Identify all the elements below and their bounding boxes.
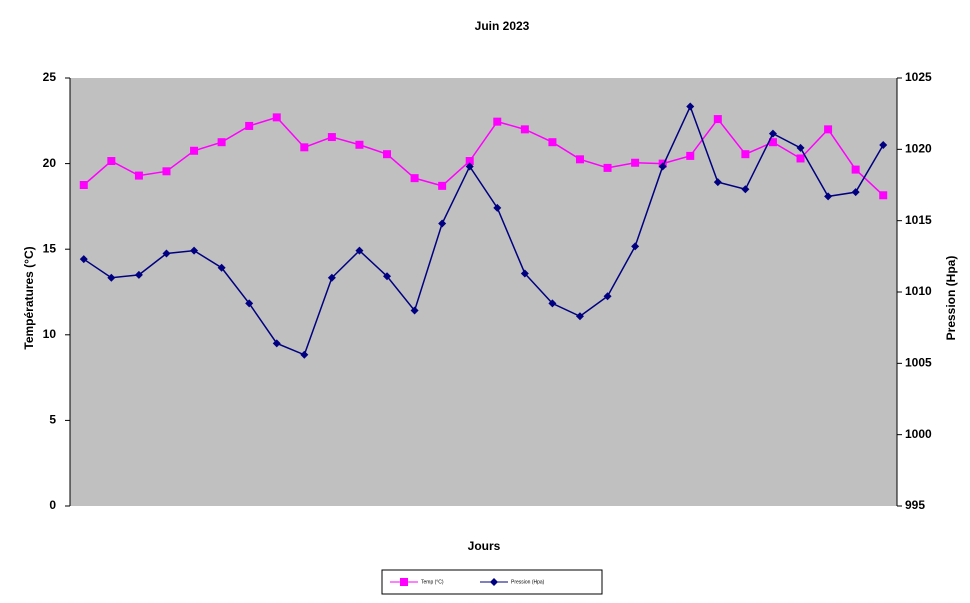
x-axis-title: Jours <box>468 539 501 553</box>
series-line <box>83 116 884 196</box>
point <box>465 162 474 171</box>
point <box>217 138 226 147</box>
y-tick-label: 25 <box>43 70 57 84</box>
y2-axis-title: Pression (Hpa) <box>944 256 958 341</box>
point <box>493 117 502 126</box>
point <box>548 299 557 308</box>
y-tick-label: 0 <box>49 498 56 512</box>
point <box>493 203 502 212</box>
point <box>79 181 88 189</box>
point <box>134 171 143 180</box>
point <box>851 165 860 174</box>
point <box>548 138 557 147</box>
y2-tick-label: 1000 <box>905 427 932 441</box>
point <box>190 146 199 155</box>
point <box>383 272 392 281</box>
y2-tick-label: 1025 <box>905 70 932 84</box>
point <box>796 154 805 163</box>
point <box>631 242 640 251</box>
legend-label: Temp (°C) <box>421 579 444 585</box>
point <box>465 157 474 166</box>
point <box>686 151 695 160</box>
point <box>686 102 695 111</box>
point <box>355 246 364 255</box>
point <box>879 191 888 200</box>
point <box>603 163 612 172</box>
point <box>520 269 529 278</box>
point <box>658 162 667 171</box>
y-tick-label: 5 <box>49 413 56 427</box>
point <box>162 167 171 176</box>
point <box>300 143 309 152</box>
point <box>824 192 833 201</box>
point <box>245 121 254 130</box>
y-tick-label: 10 <box>43 327 57 341</box>
point <box>300 350 309 359</box>
plot-area <box>70 78 897 506</box>
point <box>410 306 419 315</box>
point <box>410 174 419 183</box>
point <box>768 138 777 147</box>
legend-marker <box>400 578 408 586</box>
point <box>245 299 254 308</box>
y2-tick-label: 1020 <box>905 142 932 156</box>
point <box>272 113 281 122</box>
point <box>217 263 226 272</box>
y2-tick-label: 1010 <box>905 284 932 298</box>
point <box>713 178 722 187</box>
point <box>355 140 364 149</box>
y2-tick-label: 995 <box>905 498 925 512</box>
point <box>438 219 447 228</box>
point <box>438 181 447 190</box>
legend-marker <box>490 578 498 586</box>
point <box>851 188 860 197</box>
point <box>575 312 584 321</box>
point <box>272 339 281 348</box>
series-line <box>83 104 884 356</box>
y-axis-title: Températures (°C) <box>22 246 36 349</box>
point <box>603 292 612 301</box>
point <box>134 270 143 279</box>
point <box>107 157 116 166</box>
point <box>107 273 116 282</box>
y-tick-label: 15 <box>43 241 57 255</box>
point <box>383 150 392 159</box>
legend-label: Pression (Hpa) <box>511 579 545 585</box>
point <box>520 125 529 134</box>
y-tick-label: 20 <box>43 156 57 170</box>
point <box>575 155 584 164</box>
point <box>879 141 888 150</box>
point <box>796 143 805 152</box>
point <box>768 129 777 138</box>
y2-tick-label: 1015 <box>905 213 932 227</box>
point <box>327 273 336 282</box>
point <box>631 158 640 167</box>
point <box>824 125 833 134</box>
point <box>713 115 722 124</box>
point <box>741 150 750 159</box>
point <box>190 246 199 255</box>
point <box>79 255 88 264</box>
chart-title: Juin 2023 <box>475 19 530 33</box>
y2-tick-label: 1005 <box>905 356 932 370</box>
point <box>162 249 171 258</box>
point <box>327 133 336 142</box>
point <box>741 185 750 194</box>
